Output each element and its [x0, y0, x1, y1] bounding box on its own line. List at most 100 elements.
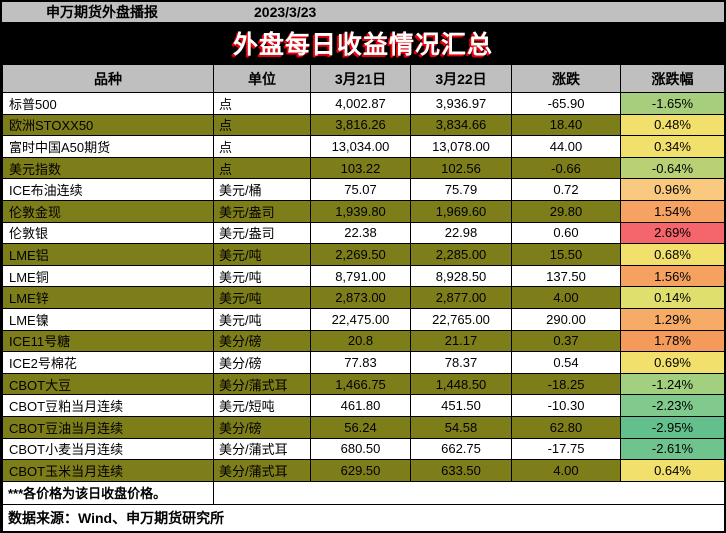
mar21-price-cell: 20.8 — [310, 329, 411, 353]
table-row: 伦敦银 美元/盎司 22.38 22.98 0.60 2.69% — [2, 221, 724, 245]
change-pct-cell: -0.64% — [620, 156, 724, 180]
product-cell: 伦敦银 — [2, 221, 214, 245]
change-pct-cell: 0.64% — [620, 459, 724, 482]
change-cell: 290.00 — [511, 307, 621, 331]
mar21-price-cell: 461.80 — [310, 394, 411, 417]
column-header-change: 涨跌 — [511, 64, 621, 93]
change-pct-cell: 0.96% — [620, 178, 724, 201]
mar21-price-cell: 2,873.00 — [310, 286, 411, 309]
table-row: ICE布油连续 美元/桶 75.07 75.79 0.72 0.96% — [2, 178, 724, 201]
table-row: ICE2号棉花 美分/磅 77.83 78.37 0.54 0.69% — [2, 351, 724, 374]
column-header-product: 品种 — [2, 64, 214, 93]
mar21-price-cell: 22,475.00 — [310, 307, 411, 331]
mar21-price-cell: 56.24 — [310, 415, 411, 439]
product-cell: LME镍 — [2, 307, 214, 331]
unit-cell: 美元/短吨 — [213, 394, 311, 417]
change-cell: 29.80 — [511, 199, 621, 223]
mar21-price-cell: 629.50 — [310, 459, 411, 482]
mar21-price-cell: 75.07 — [310, 178, 411, 201]
table-row: 伦敦金现 美元/盎司 1,939.80 1,969.60 29.80 1.54% — [2, 199, 724, 223]
product-cell: ICE2号棉花 — [2, 351, 214, 374]
unit-cell: 点 — [213, 156, 311, 180]
unit-cell: 美分/磅 — [213, 351, 311, 374]
unit-cell: 美元/盎司 — [213, 199, 311, 223]
change-cell: 137.50 — [511, 264, 621, 288]
change-pct-cell: -2.95% — [620, 415, 724, 439]
change-pct-cell: 1.29% — [620, 307, 724, 331]
table-row: ICE11号糖 美分/磅 20.8 21.17 0.37 1.78% — [2, 329, 724, 353]
change-cell: -0.66 — [511, 156, 621, 180]
footnote-row: ***各价格为该日收盘价格。 — [2, 480, 724, 505]
mar22-price-cell: 75.79 — [410, 178, 512, 201]
mar21-price-cell: 3,816.26 — [310, 113, 411, 137]
mar22-price-cell: 13,078.00 — [410, 135, 512, 158]
change-cell: -65.90 — [511, 92, 621, 115]
product-cell: ICE11号糖 — [2, 329, 214, 353]
mar22-price-cell: 662.75 — [410, 437, 512, 461]
returns-table: 品种 单位 3月21日 3月22日 涨跌 涨跌幅 标普500 点 4,002.8… — [2, 64, 724, 531]
product-cell: ICE布油连续 — [2, 178, 214, 201]
unit-cell: 美元/吨 — [213, 243, 311, 266]
product-cell: CBOT豆油当月连续 — [2, 415, 214, 439]
top-bar: 申万期货外盘播报 2023/3/23 — [2, 2, 724, 22]
product-cell: 标普500 — [2, 92, 214, 115]
mar21-price-cell: 103.22 — [310, 156, 411, 180]
change-cell: 62.80 — [511, 415, 621, 439]
change-pct-cell: -2.61% — [620, 437, 724, 461]
change-pct-cell: -1.65% — [620, 92, 724, 115]
column-header-mar21: 3月21日 — [310, 64, 411, 93]
mar21-price-cell: 4,002.87 — [310, 92, 411, 115]
unit-cell: 美元/桶 — [213, 178, 311, 201]
product-cell: 欧洲STOXX50 — [2, 113, 214, 137]
mar21-price-cell: 13,034.00 — [310, 135, 411, 158]
unit-cell: 美分/蒲式耳 — [213, 437, 311, 461]
change-cell: 0.72 — [511, 178, 621, 201]
mar21-price-cell: 680.50 — [310, 437, 411, 461]
change-pct-cell: 0.68% — [620, 243, 724, 266]
table-row: LME铜 美元/吨 8,791.00 8,928.50 137.50 1.56% — [2, 264, 724, 288]
source-row: 数据来源：Wind、申万期货研究所 — [2, 503, 724, 531]
mar22-price-cell: 21.17 — [410, 329, 512, 353]
table-row: LME铝 美元/吨 2,269.50 2,285.00 15.50 0.68% — [2, 243, 724, 266]
unit-cell: 美元/吨 — [213, 264, 311, 288]
mar22-price-cell: 22.98 — [410, 221, 512, 245]
table-header-row: 品种 单位 3月21日 3月22日 涨跌 涨跌幅 — [2, 64, 724, 93]
change-cell: -18.25 — [511, 372, 621, 396]
product-cell: 富时中国A50期货 — [2, 135, 214, 158]
mar22-price-cell: 54.58 — [410, 415, 512, 439]
mar22-price-cell: 1,969.60 — [410, 199, 512, 223]
mar21-price-cell: 1,466.75 — [310, 372, 411, 396]
unit-cell: 美分/磅 — [213, 415, 311, 439]
table-row: CBOT豆粕当月连续 美元/短吨 461.80 451.50 -10.30 -2… — [2, 394, 724, 417]
change-cell: 0.37 — [511, 329, 621, 353]
unit-cell: 点 — [213, 92, 311, 115]
change-cell: -17.75 — [511, 437, 621, 461]
change-cell: -10.30 — [511, 394, 621, 417]
page-title: 外盘每日收益情况汇总 — [232, 31, 493, 59]
product-cell: LME锌 — [2, 286, 214, 309]
change-pct-cell: 0.69% — [620, 351, 724, 374]
mar21-price-cell: 1,939.80 — [310, 199, 411, 223]
product-cell: CBOT小麦当月连续 — [2, 437, 214, 461]
unit-cell: 美分/蒲式耳 — [213, 459, 311, 482]
mar22-price-cell: 3,936.97 — [410, 92, 512, 115]
footnote-text: ***各价格为该日收盘价格。 — [2, 480, 214, 505]
table-row: CBOT豆油当月连续 美分/磅 56.24 54.58 62.80 -2.95% — [2, 415, 724, 439]
change-cell: 4.00 — [511, 459, 621, 482]
change-pct-cell: 0.48% — [620, 113, 724, 137]
report-date: 2023/3/23 — [254, 4, 317, 20]
change-cell: 4.00 — [511, 286, 621, 309]
column-header-mar22: 3月22日 — [410, 64, 512, 93]
mar22-price-cell: 2,285.00 — [410, 243, 512, 266]
unit-cell: 美元/盎司 — [213, 221, 311, 245]
change-cell: 18.40 — [511, 113, 621, 137]
product-cell: CBOT豆粕当月连续 — [2, 394, 214, 417]
mar22-price-cell: 102.56 — [410, 156, 512, 180]
unit-cell: 美元/吨 — [213, 307, 311, 331]
unit-cell: 美分/磅 — [213, 329, 311, 353]
change-cell: 44.00 — [511, 135, 621, 158]
change-cell: 0.54 — [511, 351, 621, 374]
change-pct-cell: 1.54% — [620, 199, 724, 223]
column-header-unit: 单位 — [213, 64, 311, 93]
